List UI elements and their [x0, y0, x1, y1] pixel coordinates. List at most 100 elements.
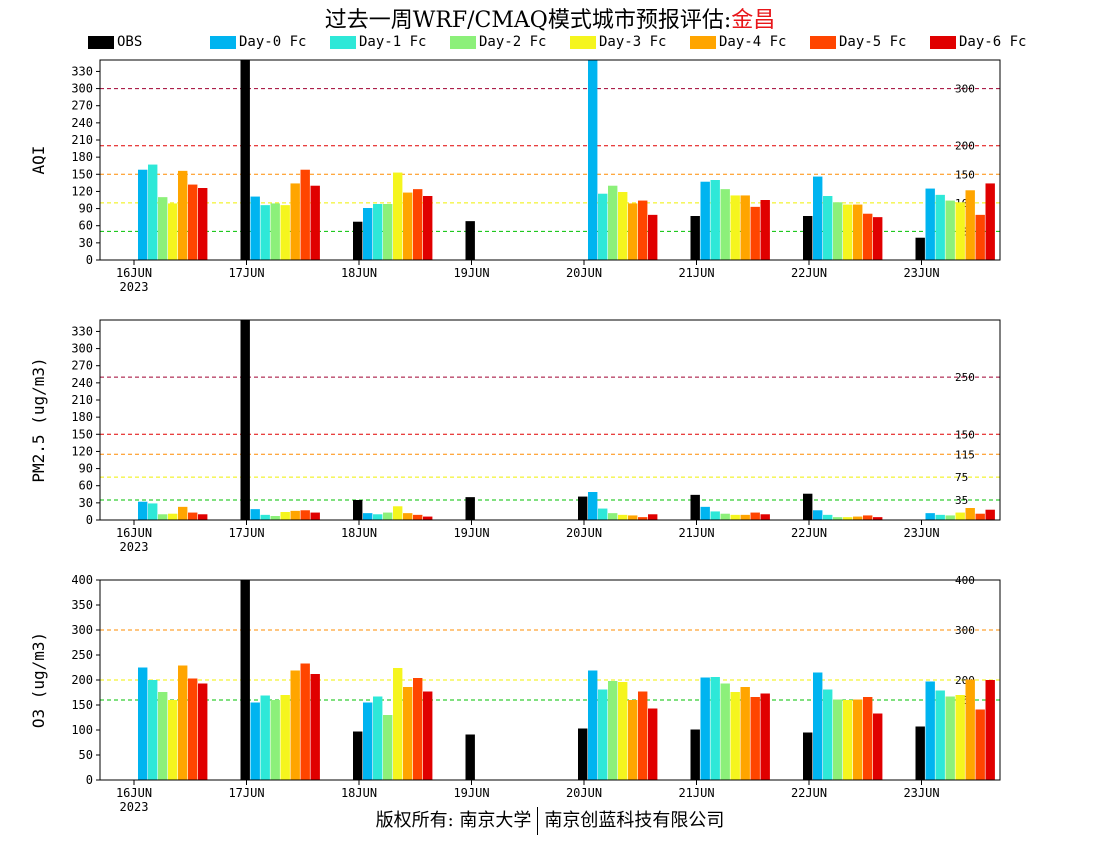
bar: [168, 513, 178, 520]
legend-swatch: [450, 35, 476, 49]
bar: [965, 679, 975, 780]
bar: [158, 197, 168, 260]
bar: [178, 170, 188, 260]
y-tick-label: 350: [71, 598, 93, 612]
x-tick-label: 21JUN: [678, 786, 714, 800]
bar: [985, 680, 995, 780]
bar: [843, 517, 853, 520]
bar: [148, 680, 158, 780]
bar: [648, 214, 658, 260]
y-tick-label: 50: [79, 748, 93, 762]
legend-label: Day-0 Fc: [239, 34, 307, 50]
bar: [638, 200, 648, 260]
x-tick-label: 21JUN: [678, 526, 714, 540]
bar: [720, 189, 730, 260]
x-tick-label: 22JUN: [791, 266, 827, 280]
y-tick-label: 180: [71, 410, 93, 424]
bar: [250, 702, 260, 780]
bar: [148, 164, 158, 260]
bar: [250, 509, 260, 520]
bar: [138, 667, 148, 780]
legend-item: Day-3 Fc: [570, 34, 666, 50]
legend-swatch: [570, 35, 596, 49]
y-tick-label: 0: [86, 773, 93, 787]
bar: [260, 205, 270, 260]
bar: [690, 216, 700, 260]
y-tick-label: 150: [71, 698, 93, 712]
bar: [240, 580, 250, 780]
y-tick-label: 150: [71, 427, 93, 441]
bar: [925, 681, 935, 780]
bar: [863, 213, 873, 260]
y-tick-label: 100: [71, 723, 93, 737]
bar: [873, 713, 883, 780]
bar: [710, 511, 720, 520]
bar: [863, 697, 873, 780]
bar: [280, 695, 290, 780]
legend-label: Day-6 Fc: [959, 34, 1027, 50]
x-tick-label: 17JUN: [228, 526, 264, 540]
bar: [975, 709, 985, 780]
legend-item: Day-4 Fc: [690, 34, 786, 50]
bar: [198, 683, 208, 780]
bar: [608, 185, 618, 260]
x-tick-label: 20JUN: [566, 526, 602, 540]
x-tick-label: 18JUN: [341, 526, 377, 540]
bar: [760, 693, 770, 780]
y-tick-label: 300: [71, 342, 93, 356]
bar: [750, 512, 760, 520]
y-tick-label: 400: [71, 573, 93, 587]
bar: [240, 320, 250, 520]
x-tick-label: 19JUN: [453, 786, 489, 800]
x-tick-label: 18JUN: [341, 786, 377, 800]
bar: [935, 194, 945, 260]
bar: [148, 503, 158, 520]
bar: [813, 176, 823, 260]
bar: [720, 683, 730, 780]
bar: [300, 510, 310, 520]
bar: [363, 208, 373, 260]
bar: [588, 492, 598, 520]
bar: [413, 678, 423, 780]
bar: [823, 689, 833, 780]
y-tick-label: 60: [79, 479, 93, 493]
threshold-label: 300: [955, 83, 975, 96]
legend-label: Day-1 Fc: [359, 34, 427, 50]
bar: [168, 700, 178, 780]
bar: [925, 188, 935, 260]
bar: [945, 200, 955, 260]
bar: [300, 169, 310, 260]
bar: [363, 513, 373, 520]
bar: [945, 515, 955, 520]
y-tick-label: 0: [86, 253, 93, 267]
y-tick-label: 60: [79, 219, 93, 233]
bar: [700, 506, 710, 520]
bar: [740, 195, 750, 260]
bar: [813, 672, 823, 780]
bar: [853, 516, 863, 520]
bar: [803, 216, 813, 260]
bar: [310, 674, 320, 780]
y-tick-label: 150: [71, 167, 93, 181]
legend-label: Day-3 Fc: [599, 34, 667, 50]
bar: [423, 196, 433, 260]
bar: [873, 217, 883, 260]
bar: [290, 670, 300, 780]
bar: [955, 695, 965, 780]
bar: [260, 695, 270, 780]
bar: [310, 512, 320, 520]
bar: [608, 513, 618, 520]
bar: [925, 513, 935, 520]
legend-swatch: [330, 35, 356, 49]
bar: [955, 202, 965, 260]
bar: [270, 516, 280, 520]
x-tick-label: 19JUN: [453, 266, 489, 280]
threshold-label: 250: [955, 371, 975, 384]
bar: [138, 169, 148, 260]
bar: [188, 512, 198, 520]
legend-label: OBS: [117, 34, 143, 50]
legend-swatch: [88, 35, 114, 49]
bar: [853, 204, 863, 260]
bar: [608, 681, 618, 780]
